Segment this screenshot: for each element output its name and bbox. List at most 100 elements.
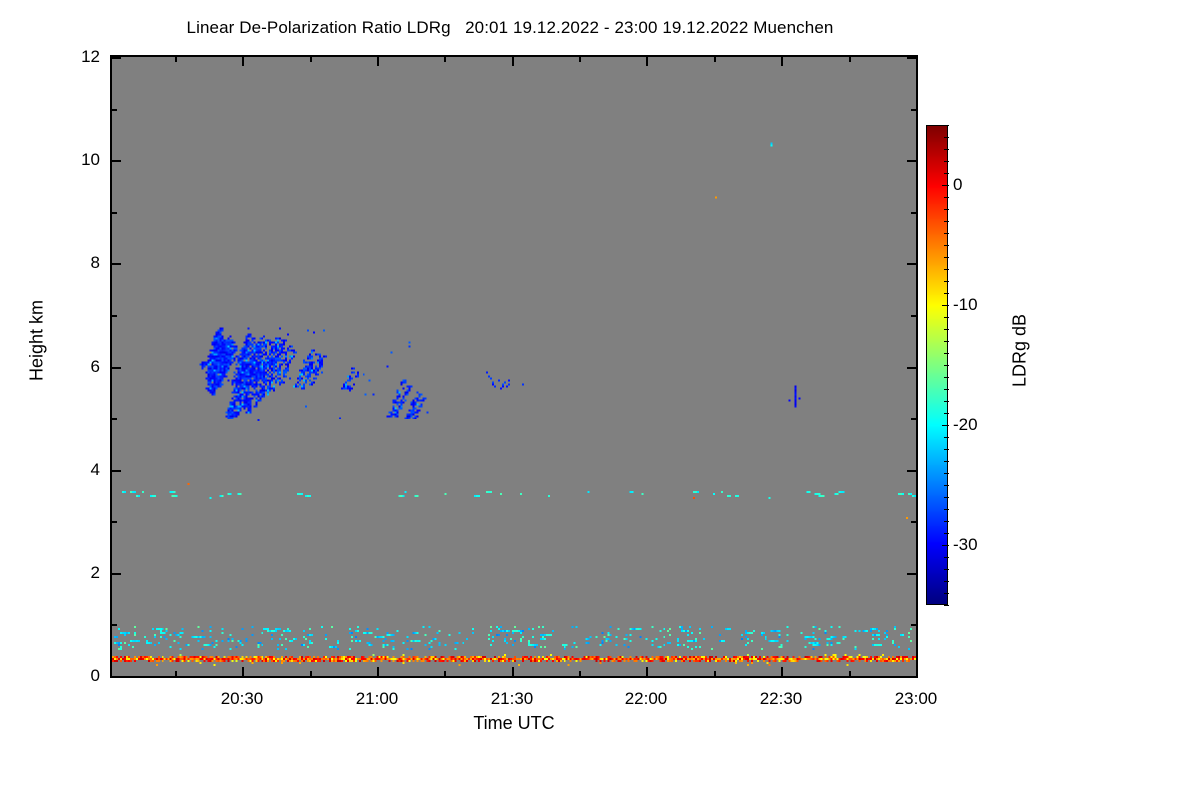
colorbar-tick-minor xyxy=(944,437,949,438)
y-tick-minor xyxy=(112,212,117,214)
x-tick-minor-top xyxy=(444,57,446,62)
colorbar-gradient xyxy=(927,126,947,604)
colorbar-tick-minor xyxy=(944,281,949,282)
colorbar-tick-label: -20 xyxy=(953,415,978,434)
colorbar-tick-minor xyxy=(944,173,949,174)
y-tick-minor-right xyxy=(911,418,916,420)
x-tick-minor xyxy=(310,671,312,676)
colorbar-tick-minor xyxy=(944,161,949,162)
x-tick-minor-top xyxy=(714,57,716,62)
y-tick-label: 4 xyxy=(90,460,100,479)
colorbar-tick-minor xyxy=(944,269,949,270)
x-tick-label: 20:30 xyxy=(220,689,264,708)
y-tick-major-right xyxy=(907,676,916,678)
x-tick-label: 22:30 xyxy=(759,689,803,708)
colorbar-tick-minor xyxy=(944,389,949,390)
y-tick-major-right xyxy=(907,57,916,59)
colorbar-tick-major xyxy=(942,305,949,306)
y-tick-label: 2 xyxy=(90,563,100,582)
colorbar-tick-minor xyxy=(944,605,949,606)
x-axis-title: Time UTC xyxy=(473,713,555,733)
colorbar-tick-minor xyxy=(944,521,949,522)
y-tick-minor-right xyxy=(911,521,916,523)
y-tick-minor-right xyxy=(911,315,916,317)
y-axis-title: Height km xyxy=(26,299,47,382)
colorbar-tick-minor xyxy=(944,557,949,558)
colorbar-tick-minor xyxy=(944,293,949,294)
x-tick-major-top xyxy=(242,57,244,66)
colorbar-tick-minor xyxy=(944,209,949,210)
y-tick-minor-right xyxy=(911,624,916,626)
colorbar-tick-minor xyxy=(944,461,949,462)
colorbar-tick-minor xyxy=(944,581,949,582)
y-tick-minor xyxy=(112,624,117,626)
colorbar-tick-minor xyxy=(944,329,949,330)
x-tick-major xyxy=(916,667,918,676)
colorbar-tick-minor xyxy=(944,365,949,366)
colorbar xyxy=(926,125,948,605)
x-tick-major-top xyxy=(781,57,783,66)
x-tick-major-top xyxy=(512,57,514,66)
y-tick-minor-right xyxy=(911,109,916,111)
x-tick-major xyxy=(242,667,244,676)
x-tick-minor xyxy=(444,671,446,676)
colorbar-tick-minor xyxy=(944,449,949,450)
x-tick-label: 23:00 xyxy=(894,689,938,708)
x-tick-label: 22:00 xyxy=(624,689,668,708)
y-tick-minor xyxy=(112,521,117,523)
colorbar-tick-minor xyxy=(944,593,949,594)
y-tick-major-right xyxy=(907,573,916,575)
colorbar-tick-minor xyxy=(944,257,949,258)
y-tick-label: 0 xyxy=(90,666,100,685)
colorbar-tick-minor xyxy=(944,353,949,354)
x-tick-major xyxy=(377,667,379,676)
y-tick-label: 10 xyxy=(81,150,100,169)
y-tick-major xyxy=(112,573,121,575)
y-tick-major xyxy=(112,263,121,265)
colorbar-tick-minor xyxy=(944,317,949,318)
colorbar-tick-major xyxy=(942,545,949,546)
x-tick-label: 21:30 xyxy=(490,689,534,708)
colorbar-tick-label: 0 xyxy=(953,175,963,194)
colorbar-tick-minor xyxy=(944,221,949,222)
plot-area xyxy=(110,55,918,678)
y-tick-minor-right xyxy=(911,212,916,214)
y-tick-label: 12 xyxy=(81,47,100,66)
y-tick-label: 8 xyxy=(90,253,100,272)
colorbar-tick-minor xyxy=(944,497,949,498)
y-tick-minor xyxy=(112,109,117,111)
colorbar-tick-minor xyxy=(944,569,949,570)
colorbar-tick-major xyxy=(942,425,949,426)
colorbar-tick-minor xyxy=(944,509,949,510)
colorbar-tick-major xyxy=(942,185,949,186)
x-tick-major-top xyxy=(646,57,648,66)
y-tick-minor xyxy=(112,315,117,317)
x-tick-minor-top xyxy=(579,57,581,62)
x-tick-minor-top xyxy=(849,57,851,62)
x-tick-major xyxy=(512,667,514,676)
y-tick-major-right xyxy=(907,263,916,265)
x-tick-major-top xyxy=(377,57,379,66)
colorbar-tick-minor xyxy=(944,473,949,474)
y-tick-major xyxy=(112,160,121,162)
colorbar-title: LDRg dB xyxy=(1009,313,1030,388)
colorbar-tick-minor xyxy=(944,401,949,402)
colorbar-tick-minor xyxy=(944,377,949,378)
x-tick-minor xyxy=(175,671,177,676)
x-tick-minor xyxy=(579,671,581,676)
colorbar-tick-minor xyxy=(944,485,949,486)
colorbar-tick-label: -10 xyxy=(953,295,978,314)
y-tick-major-right xyxy=(907,160,916,162)
heatmap-canvas xyxy=(112,57,916,676)
x-tick-minor xyxy=(849,671,851,676)
x-tick-minor-top xyxy=(175,57,177,62)
colorbar-tick-minor xyxy=(944,245,949,246)
colorbar-tick-label: -30 xyxy=(953,535,978,554)
colorbar-tick-minor xyxy=(944,137,949,138)
colorbar-tick-minor xyxy=(944,233,949,234)
x-tick-major xyxy=(781,667,783,676)
colorbar-tick-minor xyxy=(944,533,949,534)
x-tick-major-top xyxy=(916,57,918,66)
x-tick-minor xyxy=(714,671,716,676)
page-title: Linear De-Polarization Ratio LDRg 20:01 … xyxy=(186,18,834,37)
